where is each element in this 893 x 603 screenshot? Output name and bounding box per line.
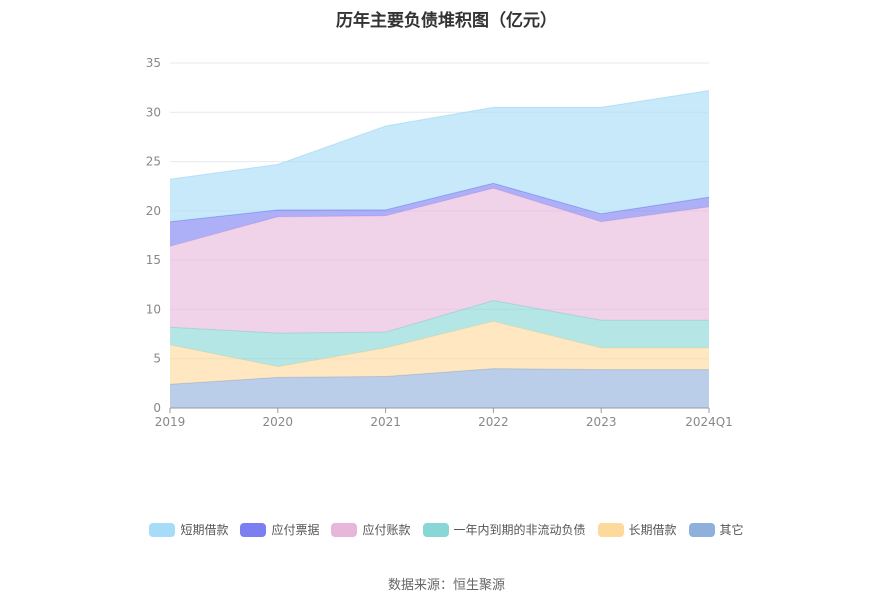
legend-item[interactable]: 一年内到期的非流动负债 [422, 521, 586, 538]
area-series-0 [170, 368, 709, 408]
legend-item[interactable]: 应付票据 [240, 521, 319, 538]
legend-label: 其它 [719, 523, 744, 537]
x-tick-label: 2023 [586, 415, 617, 429]
legend-label: 一年内到期的非流动负债 [453, 523, 586, 537]
legend-label: 应付票据 [271, 523, 320, 537]
y-tick-label: 15 [146, 253, 161, 267]
legend-swatch [597, 522, 624, 537]
y-tick-label: 35 [146, 56, 161, 70]
x-tick-label: 2021 [370, 415, 401, 429]
x-tick-label: 2022 [478, 415, 509, 429]
area-series-2 [170, 300, 709, 367]
legend-item[interactable]: 其它 [688, 521, 744, 538]
area-series-4 [170, 183, 709, 247]
legend-swatch [149, 522, 176, 537]
legend-swatch [240, 522, 267, 537]
data-source: 数据来源：恒生聚源 [387, 578, 505, 593]
legend-swatch [331, 522, 358, 537]
legend-label: 应付账款 [362, 523, 411, 537]
legend-item[interactable]: 短期借款 [149, 521, 228, 538]
y-tick-label: 30 [146, 105, 161, 119]
x-tick-label: 2020 [263, 415, 294, 429]
area-series-1 [170, 321, 709, 385]
x-tick-label: 2024Q1 [685, 415, 733, 429]
chart-title: 历年主要负债堆积图（亿元） [336, 11, 557, 31]
legend-label: 长期借款 [628, 523, 677, 537]
stacked-area-chart: 0 5 10 15 20 25 30 35 2019 2020 2021 2022 2023 2024Q1 [146, 56, 733, 429]
y-tick-label: 20 [146, 204, 161, 218]
legend-label: 短期借款 [180, 523, 229, 537]
y-tick-label: 25 [146, 155, 161, 169]
area-series-3 [170, 188, 709, 334]
y-tick-label: 5 [153, 352, 161, 366]
chart-legend: 短期借款 应付票据 应付账款 一年内到期的非流动负债 长期借款 其它 [0, 521, 893, 538]
legend-swatch [422, 522, 449, 537]
legend-swatch [688, 522, 715, 537]
legend-item[interactable]: 长期借款 [597, 521, 677, 538]
y-tick-label: 0 [153, 401, 161, 415]
area-series-5 [170, 90, 709, 222]
x-tick-label: 2019 [155, 415, 186, 429]
y-tick-label: 10 [146, 302, 161, 316]
legend-item[interactable]: 应付账款 [331, 521, 411, 538]
area-edge-series-5 [169, 90, 710, 180]
